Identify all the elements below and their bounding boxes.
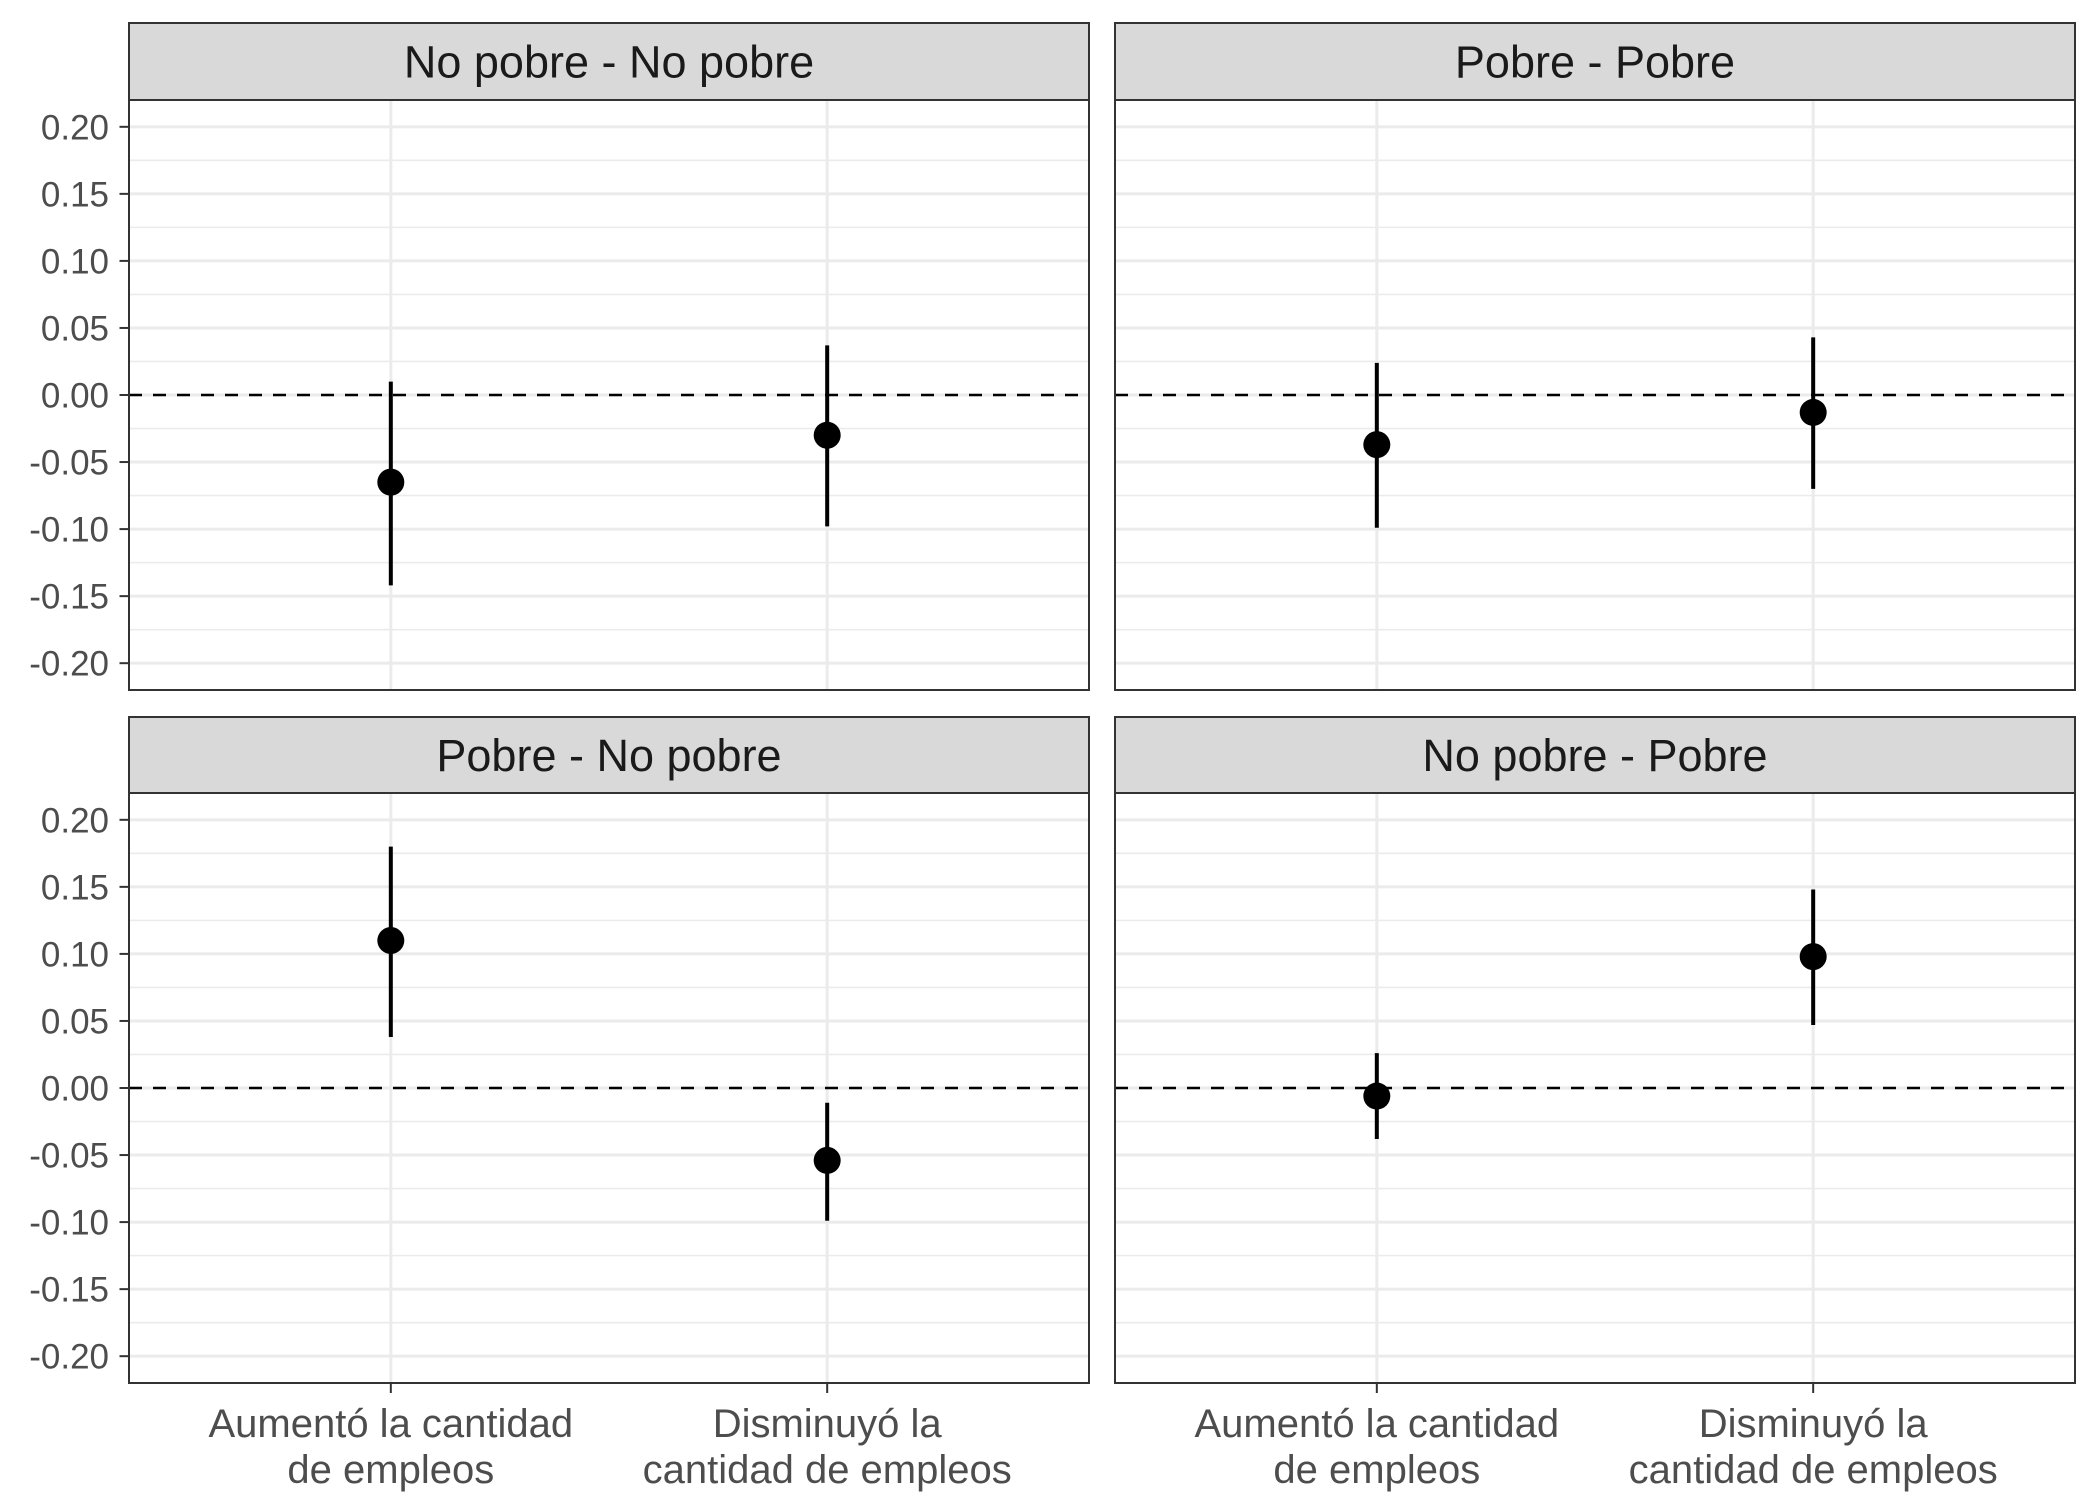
ytick-label: -0.20	[29, 1338, 109, 1377]
facet-panel-1: No pobre - No pobre 0.20 0.15 0.10 0.05 0.00 -…	[29, 22, 1090, 691]
point-estimate	[377, 468, 405, 496]
xtick-label: Disminuyó la cantidad de empleos	[643, 1402, 1012, 1492]
xtick-label-line: Disminuyó la	[713, 1402, 943, 1446]
ytick-label: -0.20	[29, 645, 109, 684]
strip-title: Pobre - No pobre	[436, 730, 781, 781]
strip-title: No pobre - Pobre	[1422, 730, 1767, 781]
ytick-label: 0.20	[41, 801, 109, 840]
point-estimate	[1363, 1082, 1391, 1110]
ytick-label: -0.10	[29, 511, 109, 550]
ytick-label: 0.20	[41, 108, 109, 147]
ytick-label: 0.05	[41, 1002, 109, 1041]
ytick-label: 0.10	[41, 935, 109, 974]
ytick-label: -0.15	[29, 1271, 109, 1310]
xtick-label-line: Disminuyó la	[1699, 1402, 1929, 1446]
ytick-label: 0.15	[41, 175, 109, 214]
ytick-label: -0.05	[29, 1137, 109, 1176]
xtick-label: Disminuyó la cantidad de empleos	[1629, 1402, 1998, 1492]
xtick-label-line: cantidad de empleos	[1629, 1448, 1998, 1492]
ytick-label: 0.10	[41, 242, 109, 281]
strip-background	[1114, 716, 2076, 794]
point-estimate	[813, 1146, 841, 1174]
xtick-label: Aumentó la cantidad de empleos	[208, 1402, 573, 1492]
point-estimate	[1799, 398, 1827, 426]
ytick-label: -0.10	[29, 1204, 109, 1243]
strip-background	[1114, 22, 2076, 101]
xtick-label: Aumentó la cantidad de empleos	[1194, 1402, 1559, 1492]
ytick-label: -0.15	[29, 578, 109, 617]
facet-panel-2: Pobre - Pobre	[1114, 22, 2076, 691]
facet-panel-4: No pobre - Pobre Aumentó la cantidad de em…	[1114, 716, 2076, 1492]
xtick-label-line: Aumentó la cantidad	[1194, 1402, 1559, 1446]
ytick-label: 0.15	[41, 868, 109, 907]
xtick-label-line: cantidad de empleos	[643, 1448, 1012, 1492]
strip-background	[128, 716, 1090, 794]
point-estimate	[377, 927, 405, 954]
ytick-label: -0.05	[29, 444, 109, 483]
strip-title: Pobre - Pobre	[1455, 37, 1735, 88]
xtick-label-line: Aumentó la cantidad	[208, 1402, 573, 1446]
strip-title: No pobre - No pobre	[404, 37, 814, 88]
xtick-label-line: de empleos	[1273, 1448, 1480, 1492]
ytick-label: 0.00	[41, 377, 109, 416]
point-estimate	[1363, 431, 1391, 459]
point-estimate	[1799, 943, 1827, 971]
facet-panel-3: Pobre - No pobre 0.20 0.15 0.10 0.05 0.00 -0.0…	[29, 716, 1090, 1492]
strip-background	[128, 22, 1090, 101]
xtick-label-line: de empleos	[287, 1448, 494, 1492]
ytick-label: 0.00	[41, 1070, 109, 1109]
ytick-label: 0.05	[41, 309, 109, 348]
point-estimate	[813, 421, 841, 449]
